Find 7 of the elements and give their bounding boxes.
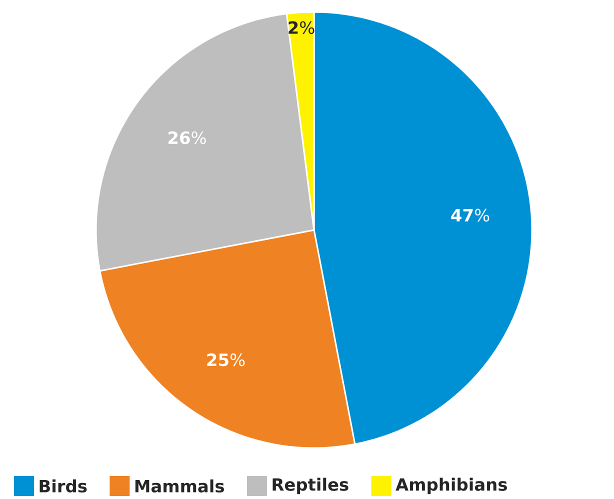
data-label: 25% <box>207 353 245 366</box>
data-label: 47% <box>451 208 490 222</box>
legend-label: Reptiles <box>272 478 348 494</box>
legend-label: Birds <box>40 479 87 493</box>
legend-label: Mammals <box>135 479 224 493</box>
legend-label: Amphibians <box>396 478 507 494</box>
data-label: 26% <box>168 131 206 144</box>
